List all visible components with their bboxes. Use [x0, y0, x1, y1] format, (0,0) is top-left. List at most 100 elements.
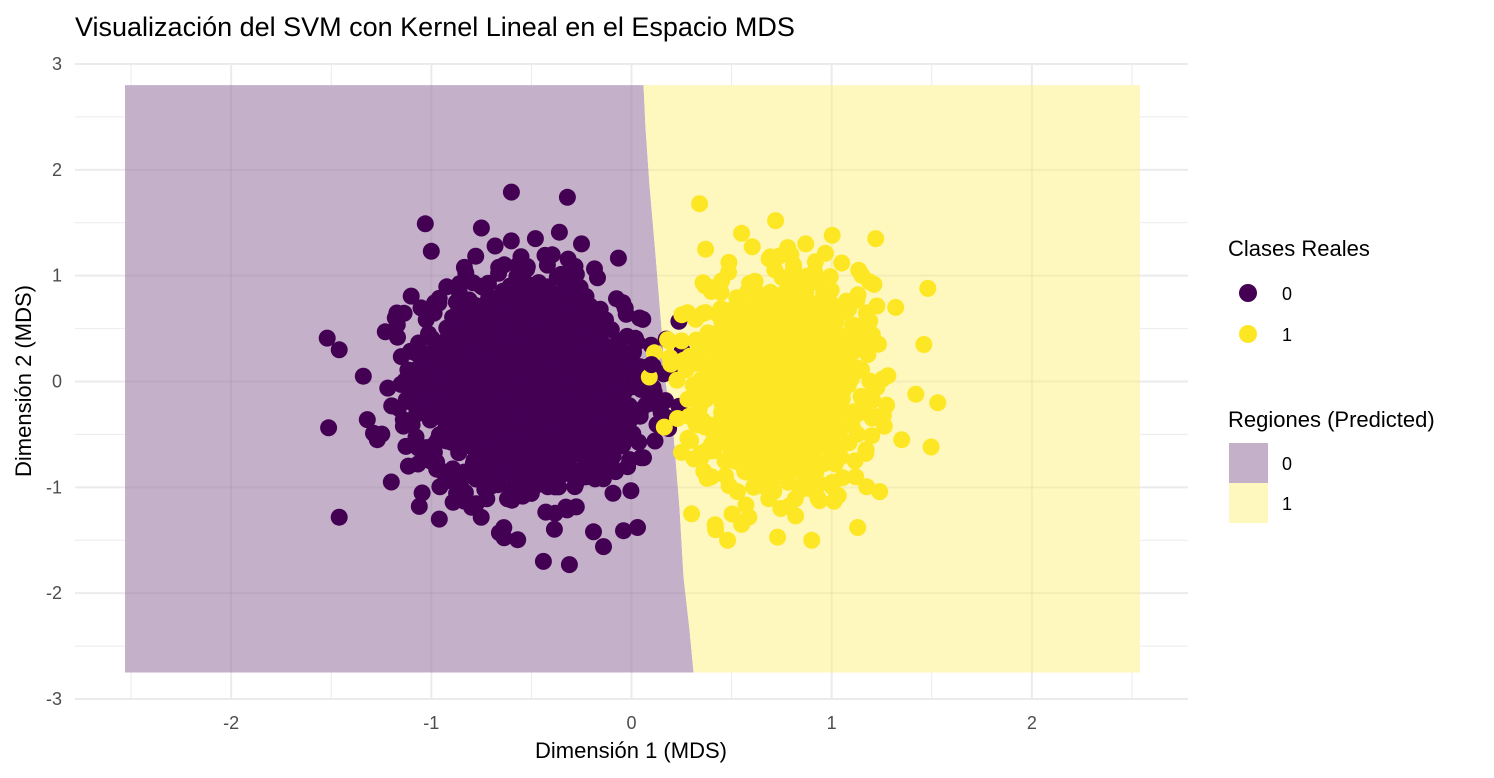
data-point-class-0	[495, 396, 513, 414]
data-point-class-0	[565, 346, 583, 364]
data-point-class-0	[386, 309, 404, 327]
data-point-class-1	[785, 259, 803, 277]
data-point-class-0	[571, 317, 589, 335]
data-point-class-1	[826, 428, 844, 446]
data-point-class-0	[558, 188, 576, 206]
data-point-class-1	[738, 463, 756, 481]
data-point-class-0	[561, 430, 579, 448]
data-point-class-0	[558, 359, 576, 376]
data-point-class-0	[320, 419, 338, 437]
data-point-class-0	[488, 411, 506, 429]
data-point-class-0	[468, 358, 486, 376]
data-point-class-1	[853, 338, 871, 356]
data-point-class-0	[443, 468, 461, 486]
data-point-class-0	[527, 305, 545, 323]
data-point-class-0	[446, 360, 464, 377]
x-tick-label: 0	[626, 713, 636, 733]
data-point-class-1	[766, 261, 784, 279]
data-point-class-0	[643, 356, 660, 374]
data-point-class-0	[562, 401, 580, 419]
data-point-class-1	[733, 392, 751, 410]
data-point-class-1	[683, 505, 701, 523]
legend-classes-title: Clases Reales	[1228, 236, 1370, 261]
x-axis-ticks: -2 -1 0 1 2	[223, 713, 1037, 733]
data-point-class-0	[512, 480, 530, 498]
data-point-class-0	[484, 429, 502, 447]
data-point-class-1	[659, 331, 677, 349]
data-point-class-1	[707, 349, 725, 367]
data-point-class-1	[858, 478, 876, 496]
data-point-class-0	[504, 366, 522, 384]
data-point-class-0	[509, 531, 527, 549]
data-point-class-1	[712, 300, 730, 318]
data-point-class-0	[449, 376, 467, 394]
data-point-class-0	[631, 309, 648, 327]
data-point-class-1	[843, 408, 861, 426]
data-point-class-1	[737, 436, 755, 454]
data-point-class-0	[630, 433, 648, 451]
data-point-class-1	[767, 212, 785, 230]
data-point-class-0	[657, 392, 674, 410]
legend-regions-title: Regiones (Predicted)	[1228, 407, 1435, 432]
data-point-class-0	[538, 256, 556, 274]
data-point-class-0	[632, 380, 650, 398]
legend-regions: Regiones (Predicted) 0 1	[1228, 407, 1435, 523]
data-point-class-1	[819, 287, 837, 305]
data-point-class-1	[861, 312, 879, 330]
data-point-class-1	[870, 335, 887, 353]
data-point-class-0	[502, 232, 520, 250]
data-point-class-0	[588, 303, 606, 321]
data-point-class-0	[475, 413, 493, 431]
data-point-class-0	[481, 456, 499, 474]
data-point-class-1	[733, 224, 751, 242]
legend-class-1-label: 1	[1282, 325, 1292, 345]
data-point-class-1	[772, 446, 790, 463]
data-point-class-0	[422, 242, 440, 260]
data-point-class-0	[644, 394, 661, 412]
data-point-class-1	[871, 483, 889, 501]
x-tick-label: 2	[1027, 713, 1037, 733]
data-point-class-0	[558, 380, 576, 398]
data-point-class-1	[789, 276, 807, 293]
data-point-class-1	[807, 438, 825, 456]
data-point-class-0	[382, 473, 400, 491]
data-point-class-0	[495, 288, 513, 306]
data-point-class-1	[792, 406, 810, 424]
data-point-class-1	[693, 393, 711, 411]
data-point-class-1	[806, 263, 824, 281]
data-point-class-0	[576, 425, 594, 443]
data-point-class-0	[534, 552, 552, 570]
data-point-class-1	[707, 521, 725, 539]
data-point-class-1	[806, 423, 824, 441]
data-point-class-1	[809, 489, 827, 507]
data-point-class-1	[816, 244, 834, 262]
data-point-class-1	[719, 531, 737, 549]
legend-region-0-label: 0	[1282, 454, 1292, 474]
data-point-class-0	[628, 401, 646, 419]
data-point-class-1	[720, 477, 738, 495]
data-point-class-1	[727, 406, 745, 424]
data-point-class-1	[797, 235, 815, 253]
legend-class-1-marker	[1239, 325, 1257, 343]
data-point-class-0	[454, 341, 471, 359]
data-point-class-0	[416, 376, 434, 394]
data-point-class-0	[531, 326, 549, 344]
data-point-class-1	[809, 345, 827, 363]
data-point-class-1	[802, 464, 820, 481]
data-point-class-0	[417, 402, 435, 420]
data-point-class-1	[846, 452, 864, 470]
data-point-class-1	[847, 468, 865, 486]
data-point-class-0	[467, 247, 485, 265]
data-point-class-1	[821, 268, 839, 286]
data-point-class-0	[560, 556, 578, 574]
data-point-class-1	[782, 246, 800, 264]
data-point-class-0	[589, 269, 606, 287]
data-point-class-1	[746, 325, 764, 343]
data-point-class-0	[629, 519, 646, 536]
data-point-class-0	[635, 449, 652, 467]
data-point-class-1	[805, 324, 823, 342]
y-tick-label: 3	[52, 54, 62, 74]
data-point-class-1	[786, 490, 804, 508]
x-tick-label: 1	[827, 713, 837, 733]
y-axis-label: Dimensión 2 (MDS)	[11, 285, 36, 477]
